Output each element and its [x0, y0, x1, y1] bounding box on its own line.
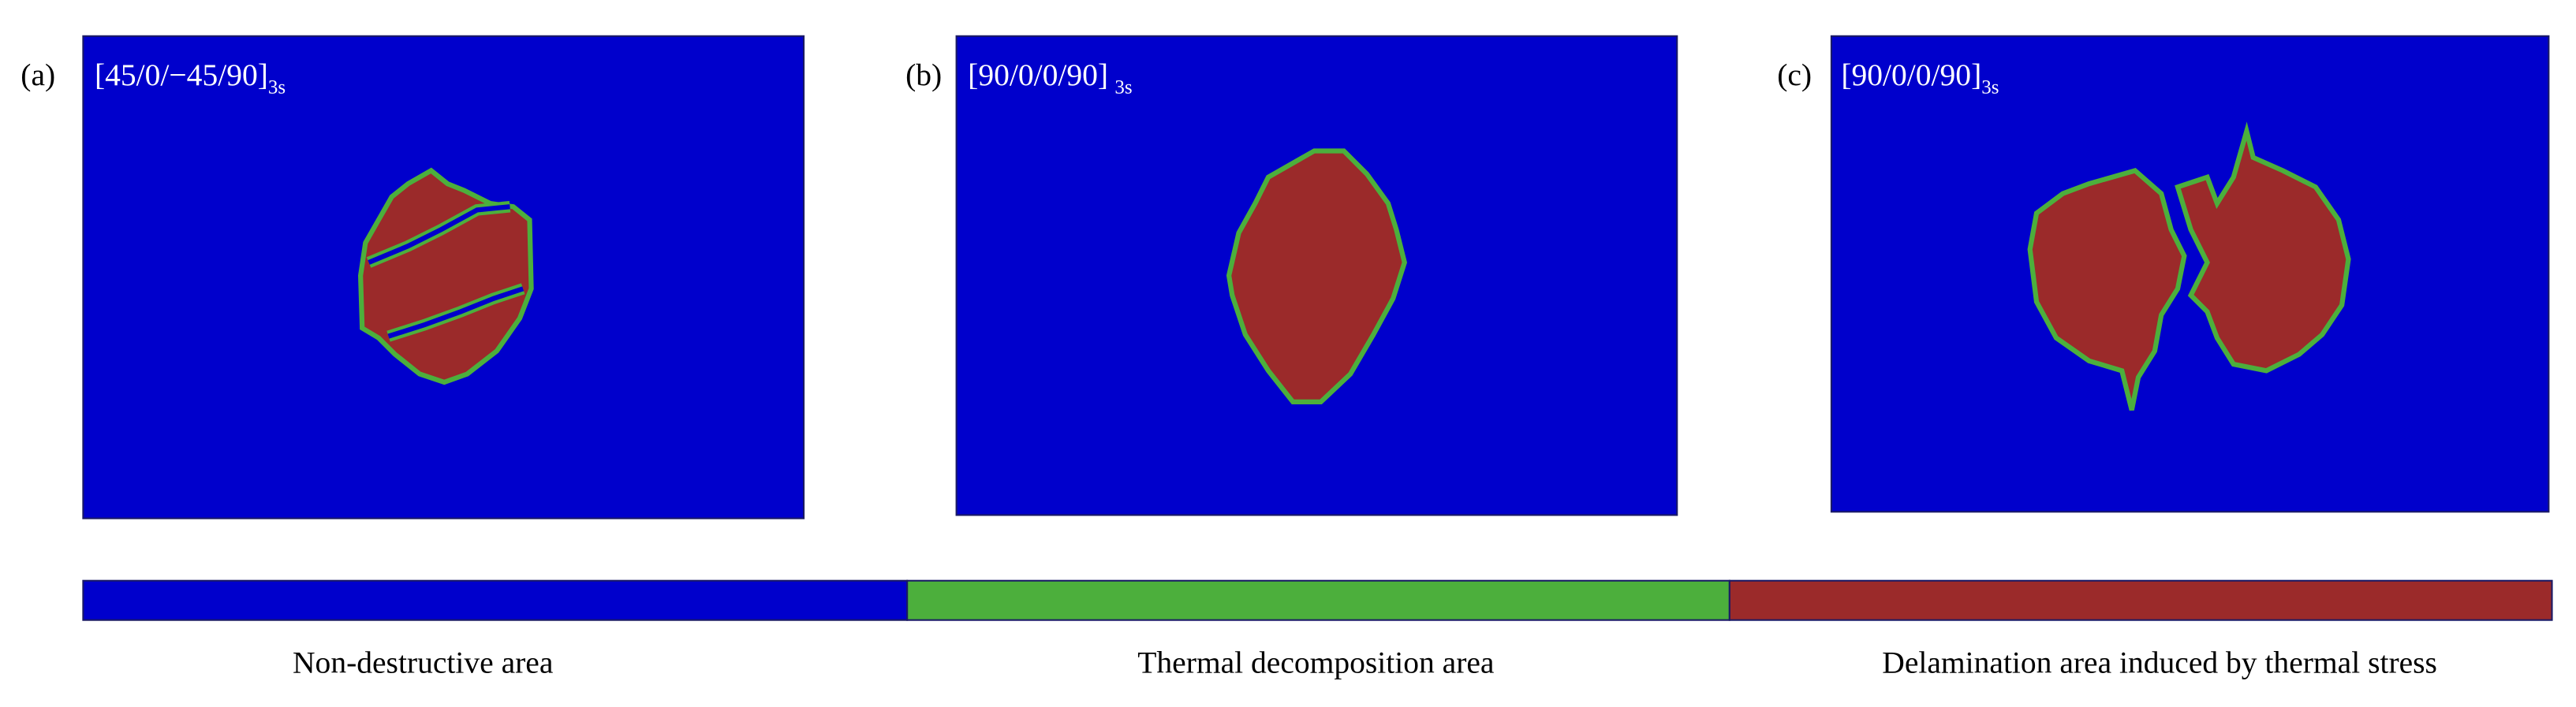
layup-subscript: 3s: [1981, 77, 1999, 99]
damage-region: [1226, 148, 1408, 405]
panel: (c) [90/0/0/90]3s: [1777, 35, 2550, 513]
layup-text: [90/0/0/90]: [1841, 58, 1981, 92]
panel-label: (b): [905, 58, 942, 92]
damage-region: [2175, 121, 2351, 374]
layup-subscript: 3s: [268, 77, 286, 99]
legend-swatch: [1728, 579, 2553, 621]
layup-text: [45/0/−45/90]: [95, 58, 268, 92]
panel-label: (a): [21, 58, 55, 92]
gap: [368, 204, 510, 265]
panel-label: (c): [1777, 58, 1812, 92]
layup: [90/0/0/90] 3s: [968, 58, 1132, 98]
legend-label: Thermal decomposition area: [1137, 645, 1494, 679]
legend-swatch: [82, 579, 909, 621]
layup: [90/0/0/90]3s: [1841, 58, 1999, 98]
plate: [1830, 35, 2550, 513]
layup-text: [90/0/0/90]: [968, 58, 1108, 92]
damage-region: [2027, 167, 2187, 411]
layup: [45/0/−45/90]3s: [95, 58, 286, 98]
legend-label: Non-destructive area: [293, 645, 553, 679]
legend-label: Delamination area induced by thermal str…: [1882, 645, 2437, 679]
panel: (b) [90/0/0/90] 3s: [905, 35, 1678, 516]
gap: [387, 286, 525, 339]
layup-subscript: 3s: [1114, 77, 1132, 99]
panel: (a) [45/0/−45/90]3s: [21, 35, 805, 519]
legend: Non-destructive area Thermal decompositi…: [82, 579, 2553, 679]
legend-swatch: [906, 579, 1730, 621]
